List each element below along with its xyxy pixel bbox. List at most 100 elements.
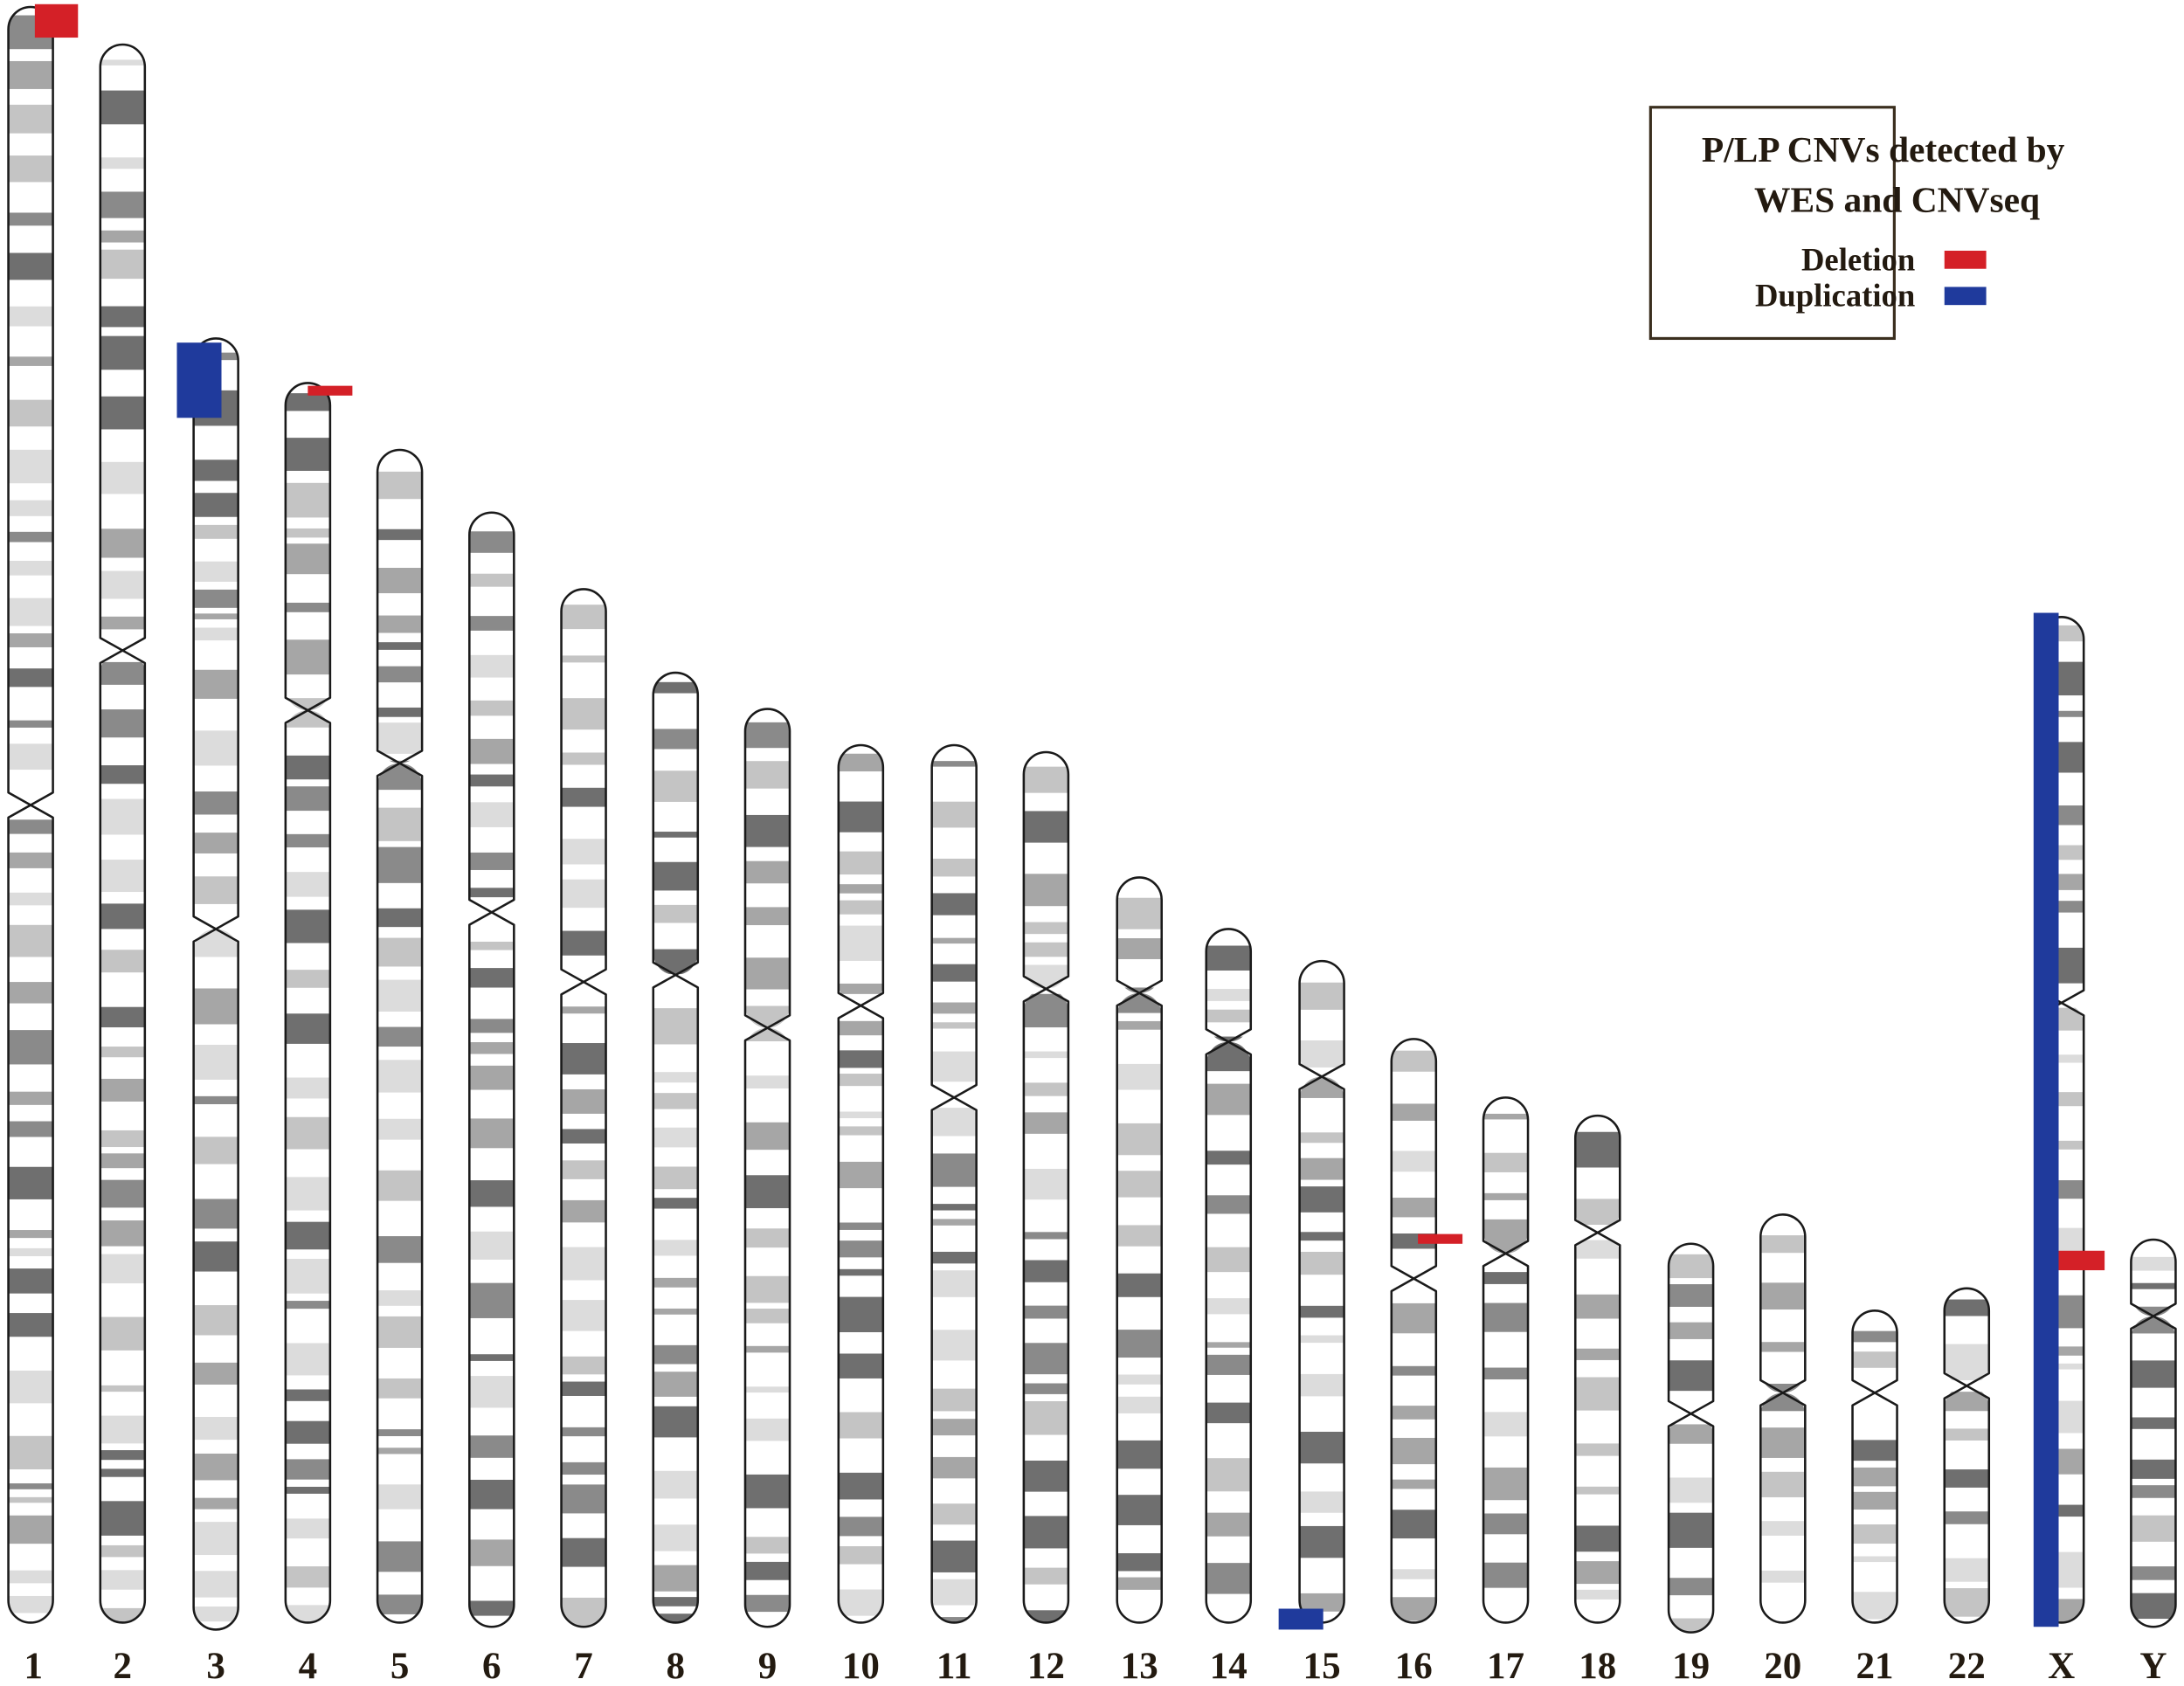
band xyxy=(2131,1306,2176,1334)
band xyxy=(1206,1512,1251,1537)
band xyxy=(8,720,53,728)
band xyxy=(1116,1440,1162,1469)
band xyxy=(8,852,53,868)
band xyxy=(2039,1054,2084,1063)
band xyxy=(1760,1342,1806,1352)
band xyxy=(377,642,423,650)
band xyxy=(285,639,330,675)
chromosome-body xyxy=(285,383,330,1623)
band xyxy=(1575,1377,1621,1411)
band xyxy=(1023,1232,1068,1240)
band xyxy=(377,1290,423,1306)
band xyxy=(931,1204,977,1211)
band xyxy=(1116,1577,1162,1590)
chromosome xyxy=(8,6,53,1623)
chromosome-label: 18 xyxy=(1579,1646,1616,1686)
band xyxy=(838,1472,883,1500)
band xyxy=(1944,1344,1989,1381)
band xyxy=(377,1236,423,1263)
chromosome-outline xyxy=(1298,959,1345,1624)
band xyxy=(193,1362,238,1385)
band xyxy=(1023,811,1068,843)
band xyxy=(1391,1050,1436,1072)
band xyxy=(1483,1192,1529,1200)
band xyxy=(285,1518,330,1539)
band xyxy=(744,907,791,926)
band xyxy=(8,1496,53,1503)
legend-label: Deletion xyxy=(1801,241,1915,277)
band xyxy=(653,1597,698,1607)
band xyxy=(193,1241,238,1272)
band xyxy=(8,531,53,542)
band xyxy=(1299,1132,1344,1144)
chromosome xyxy=(2131,1240,2176,1627)
band xyxy=(1116,1330,1162,1358)
band xyxy=(1299,1075,1344,1098)
band xyxy=(838,1589,883,1616)
band xyxy=(8,743,53,770)
band xyxy=(100,1047,145,1058)
band xyxy=(744,1345,791,1353)
band xyxy=(653,1406,698,1438)
chromosome xyxy=(561,589,606,1627)
band xyxy=(1852,1556,1897,1563)
chromosome-outline xyxy=(1205,928,1253,1624)
band xyxy=(8,1030,53,1065)
band xyxy=(377,1026,423,1047)
band xyxy=(377,908,423,928)
band xyxy=(561,1043,606,1074)
band xyxy=(653,770,698,802)
band xyxy=(8,155,53,183)
band xyxy=(1116,1273,1162,1297)
band xyxy=(1116,1225,1162,1247)
band xyxy=(838,801,883,833)
band xyxy=(1760,1521,1806,1536)
band xyxy=(1483,1513,1529,1535)
band xyxy=(1669,1284,1714,1307)
chromosome-outline xyxy=(1482,1096,1530,1624)
band xyxy=(1852,1351,1897,1368)
chromosome-outline xyxy=(192,337,239,1631)
band xyxy=(8,924,53,957)
band xyxy=(744,814,791,847)
band xyxy=(1206,1009,1251,1023)
band xyxy=(377,1170,423,1201)
band xyxy=(653,904,698,923)
band xyxy=(1483,1467,1529,1501)
band xyxy=(469,852,515,870)
band xyxy=(744,1594,791,1613)
chromosome-outline xyxy=(837,743,885,1624)
band xyxy=(469,654,515,678)
band xyxy=(653,1372,698,1397)
band xyxy=(377,529,423,541)
band xyxy=(1116,1396,1162,1413)
chromosome-outline xyxy=(1116,876,1163,1624)
band xyxy=(838,884,883,894)
band xyxy=(193,1497,238,1510)
band xyxy=(1760,1383,1806,1412)
band xyxy=(100,1220,145,1247)
chromosome-outline xyxy=(1573,1114,1621,1624)
band xyxy=(838,1517,883,1537)
band xyxy=(653,1524,698,1551)
band xyxy=(561,655,606,663)
band xyxy=(838,1161,883,1189)
band xyxy=(931,1419,977,1436)
band xyxy=(100,191,145,218)
band xyxy=(100,1078,145,1102)
chromosome-label: 16 xyxy=(1395,1646,1433,1686)
band xyxy=(1575,1348,1621,1360)
band xyxy=(1023,922,1068,935)
band xyxy=(377,707,423,717)
band xyxy=(561,839,606,865)
band xyxy=(100,529,145,558)
band xyxy=(2131,1360,2176,1388)
band xyxy=(2039,1346,2084,1356)
band xyxy=(1944,1428,1989,1441)
band xyxy=(377,846,423,883)
chromosome-label: 9 xyxy=(758,1646,778,1686)
chromosome-outline xyxy=(560,588,607,1628)
band xyxy=(1206,1298,1251,1315)
chromosome-label: Y xyxy=(2139,1646,2167,1686)
band xyxy=(377,979,423,1012)
